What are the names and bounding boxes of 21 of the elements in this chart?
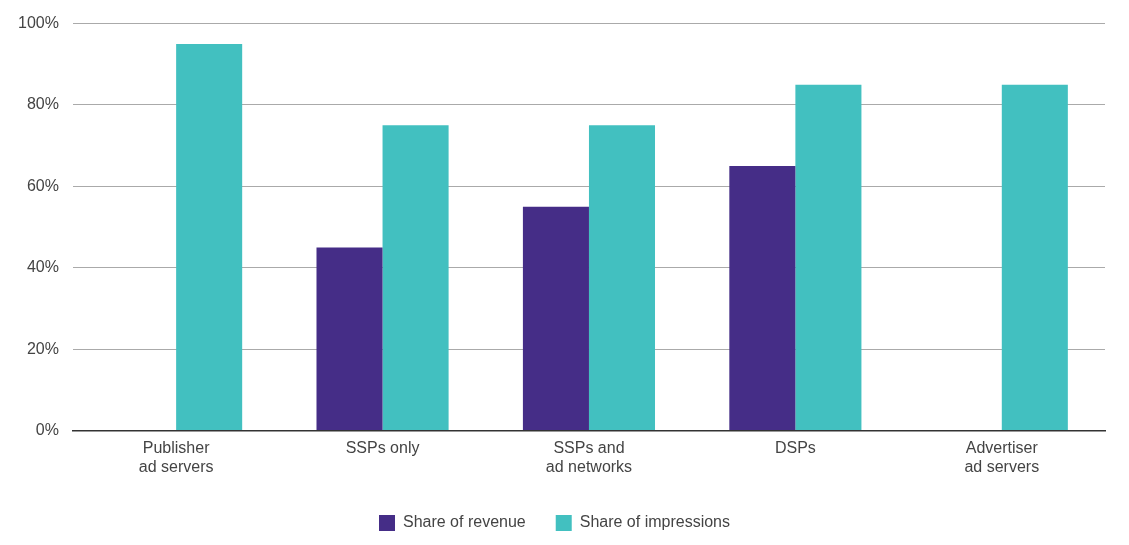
bar — [588, 125, 656, 431]
y-tick-label: 20% — [26, 339, 59, 357]
x-tick-label: SSPs only — [345, 438, 420, 456]
y-tick-label: 60% — [26, 176, 59, 194]
bar — [795, 84, 862, 431]
legend-label: Share of impressions — [579, 513, 731, 531]
y-tick-label: 0% — [35, 421, 59, 439]
bar — [382, 125, 449, 431]
y-tick-label: 100% — [18, 14, 59, 32]
bar — [1001, 84, 1068, 431]
bar — [176, 43, 243, 431]
x-tick-label: SSPs and ad networks — [545, 438, 633, 475]
x-tick-label: Publisher ad servers — [138, 438, 214, 475]
bar — [316, 247, 383, 431]
legend-label: Share of revenue — [402, 513, 526, 531]
y-tick-label: 40% — [26, 258, 59, 276]
x-tick-label: DSPs — [774, 438, 816, 456]
x-tick-label: Advertiser ad servers — [964, 438, 1040, 475]
bar — [522, 206, 589, 431]
y-tick-label: 80% — [26, 95, 59, 113]
bar — [729, 166, 796, 431]
